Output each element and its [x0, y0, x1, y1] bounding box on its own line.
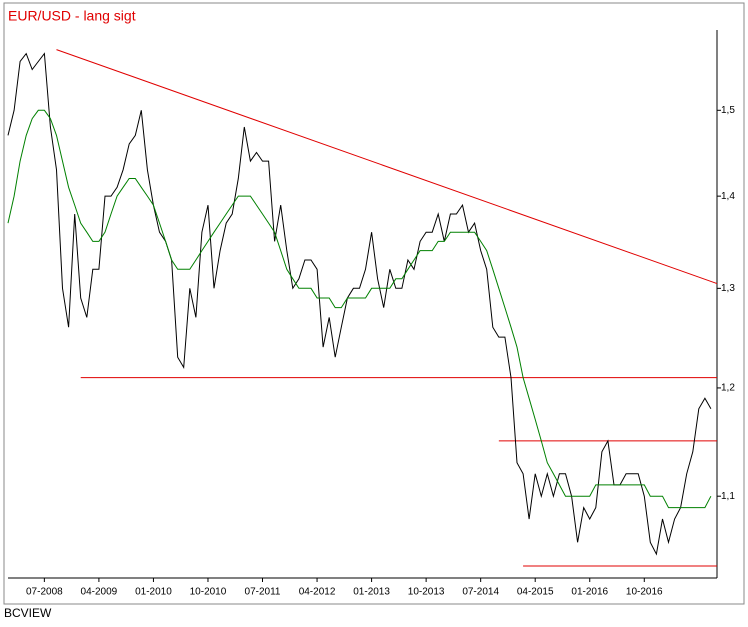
series-line — [7, 109, 712, 509]
x-tick-label: 01-2010 — [135, 587, 172, 598]
x-tick-label: 04-2009 — [81, 587, 118, 598]
y-tick-label: 1,1 — [721, 491, 735, 502]
x-tick-label: 01-2016 — [571, 587, 608, 598]
x-tick-label: 07-2014 — [462, 587, 499, 598]
x-tick-label: 07-2008 — [26, 587, 63, 598]
x-tick-label: 07-2011 — [245, 587, 281, 598]
x-tick-label: 04-2015 — [517, 587, 554, 598]
x-tick-label: 04-2012 — [299, 587, 336, 598]
y-tick-label: 1,4 — [721, 191, 735, 202]
series-line — [7, 52, 712, 556]
x-tick-label: 10-2010 — [190, 587, 227, 598]
y-tick-label: 1,2 — [721, 383, 735, 394]
y-tick-label: 1,3 — [721, 283, 735, 294]
x-tick-label: 10-2016 — [626, 587, 663, 598]
x-tick-label: 10-2013 — [408, 587, 445, 598]
frame — [3, 2, 745, 605]
source: BCVIEW — [4, 606, 52, 620]
chart-title: EUR/USD - lang sigt — [8, 8, 136, 24]
y-tick-label: 1,5 — [721, 105, 735, 116]
x-tick-label: 01-2013 — [353, 587, 390, 598]
trend-line — [56, 49, 718, 285]
